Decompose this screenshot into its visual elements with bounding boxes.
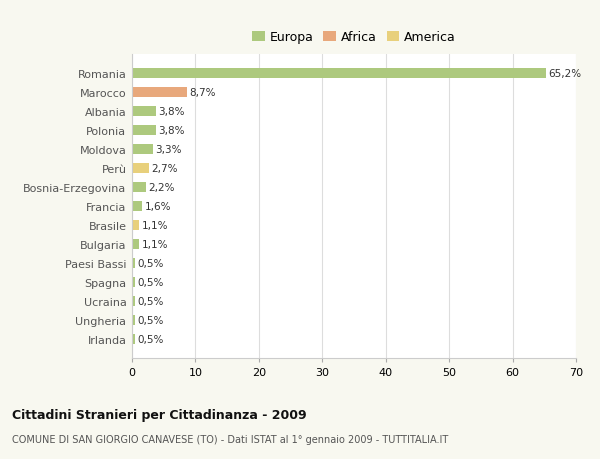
Text: 3,3%: 3,3%	[155, 145, 182, 155]
Bar	[132, 126, 156, 136]
Text: Cittadini Stranieri per Cittadinanza - 2009: Cittadini Stranieri per Cittadinanza - 2…	[12, 409, 307, 421]
Bar	[132, 258, 135, 269]
Bar	[132, 296, 135, 307]
Text: 2,2%: 2,2%	[148, 183, 175, 193]
Text: 0,5%: 0,5%	[138, 258, 164, 269]
Text: COMUNE DI SAN GIORGIO CANAVESE (TO) - Dati ISTAT al 1° gennaio 2009 - TUTTITALIA: COMUNE DI SAN GIORGIO CANAVESE (TO) - Da…	[12, 434, 448, 444]
Text: 3,8%: 3,8%	[158, 107, 185, 117]
Bar	[132, 182, 146, 193]
Bar	[132, 315, 135, 325]
Text: 0,5%: 0,5%	[138, 296, 164, 306]
Bar	[132, 69, 545, 79]
Text: 2,7%: 2,7%	[152, 164, 178, 174]
Bar	[132, 277, 135, 287]
Text: 1,6%: 1,6%	[145, 202, 171, 212]
Text: 3,8%: 3,8%	[158, 126, 185, 136]
Text: 1,1%: 1,1%	[142, 220, 168, 230]
Bar	[132, 163, 149, 174]
Legend: Europa, Africa, America: Europa, Africa, America	[252, 31, 456, 44]
Text: 65,2%: 65,2%	[548, 69, 581, 79]
Bar	[132, 106, 156, 117]
Bar	[132, 220, 139, 231]
Text: 0,5%: 0,5%	[138, 277, 164, 287]
Text: 1,1%: 1,1%	[142, 240, 168, 249]
Bar	[132, 202, 142, 212]
Bar	[132, 88, 187, 98]
Text: 0,5%: 0,5%	[138, 334, 164, 344]
Text: 0,5%: 0,5%	[138, 315, 164, 325]
Bar	[132, 145, 153, 155]
Text: 8,7%: 8,7%	[190, 88, 216, 98]
Bar	[132, 239, 139, 250]
Bar	[132, 334, 135, 344]
